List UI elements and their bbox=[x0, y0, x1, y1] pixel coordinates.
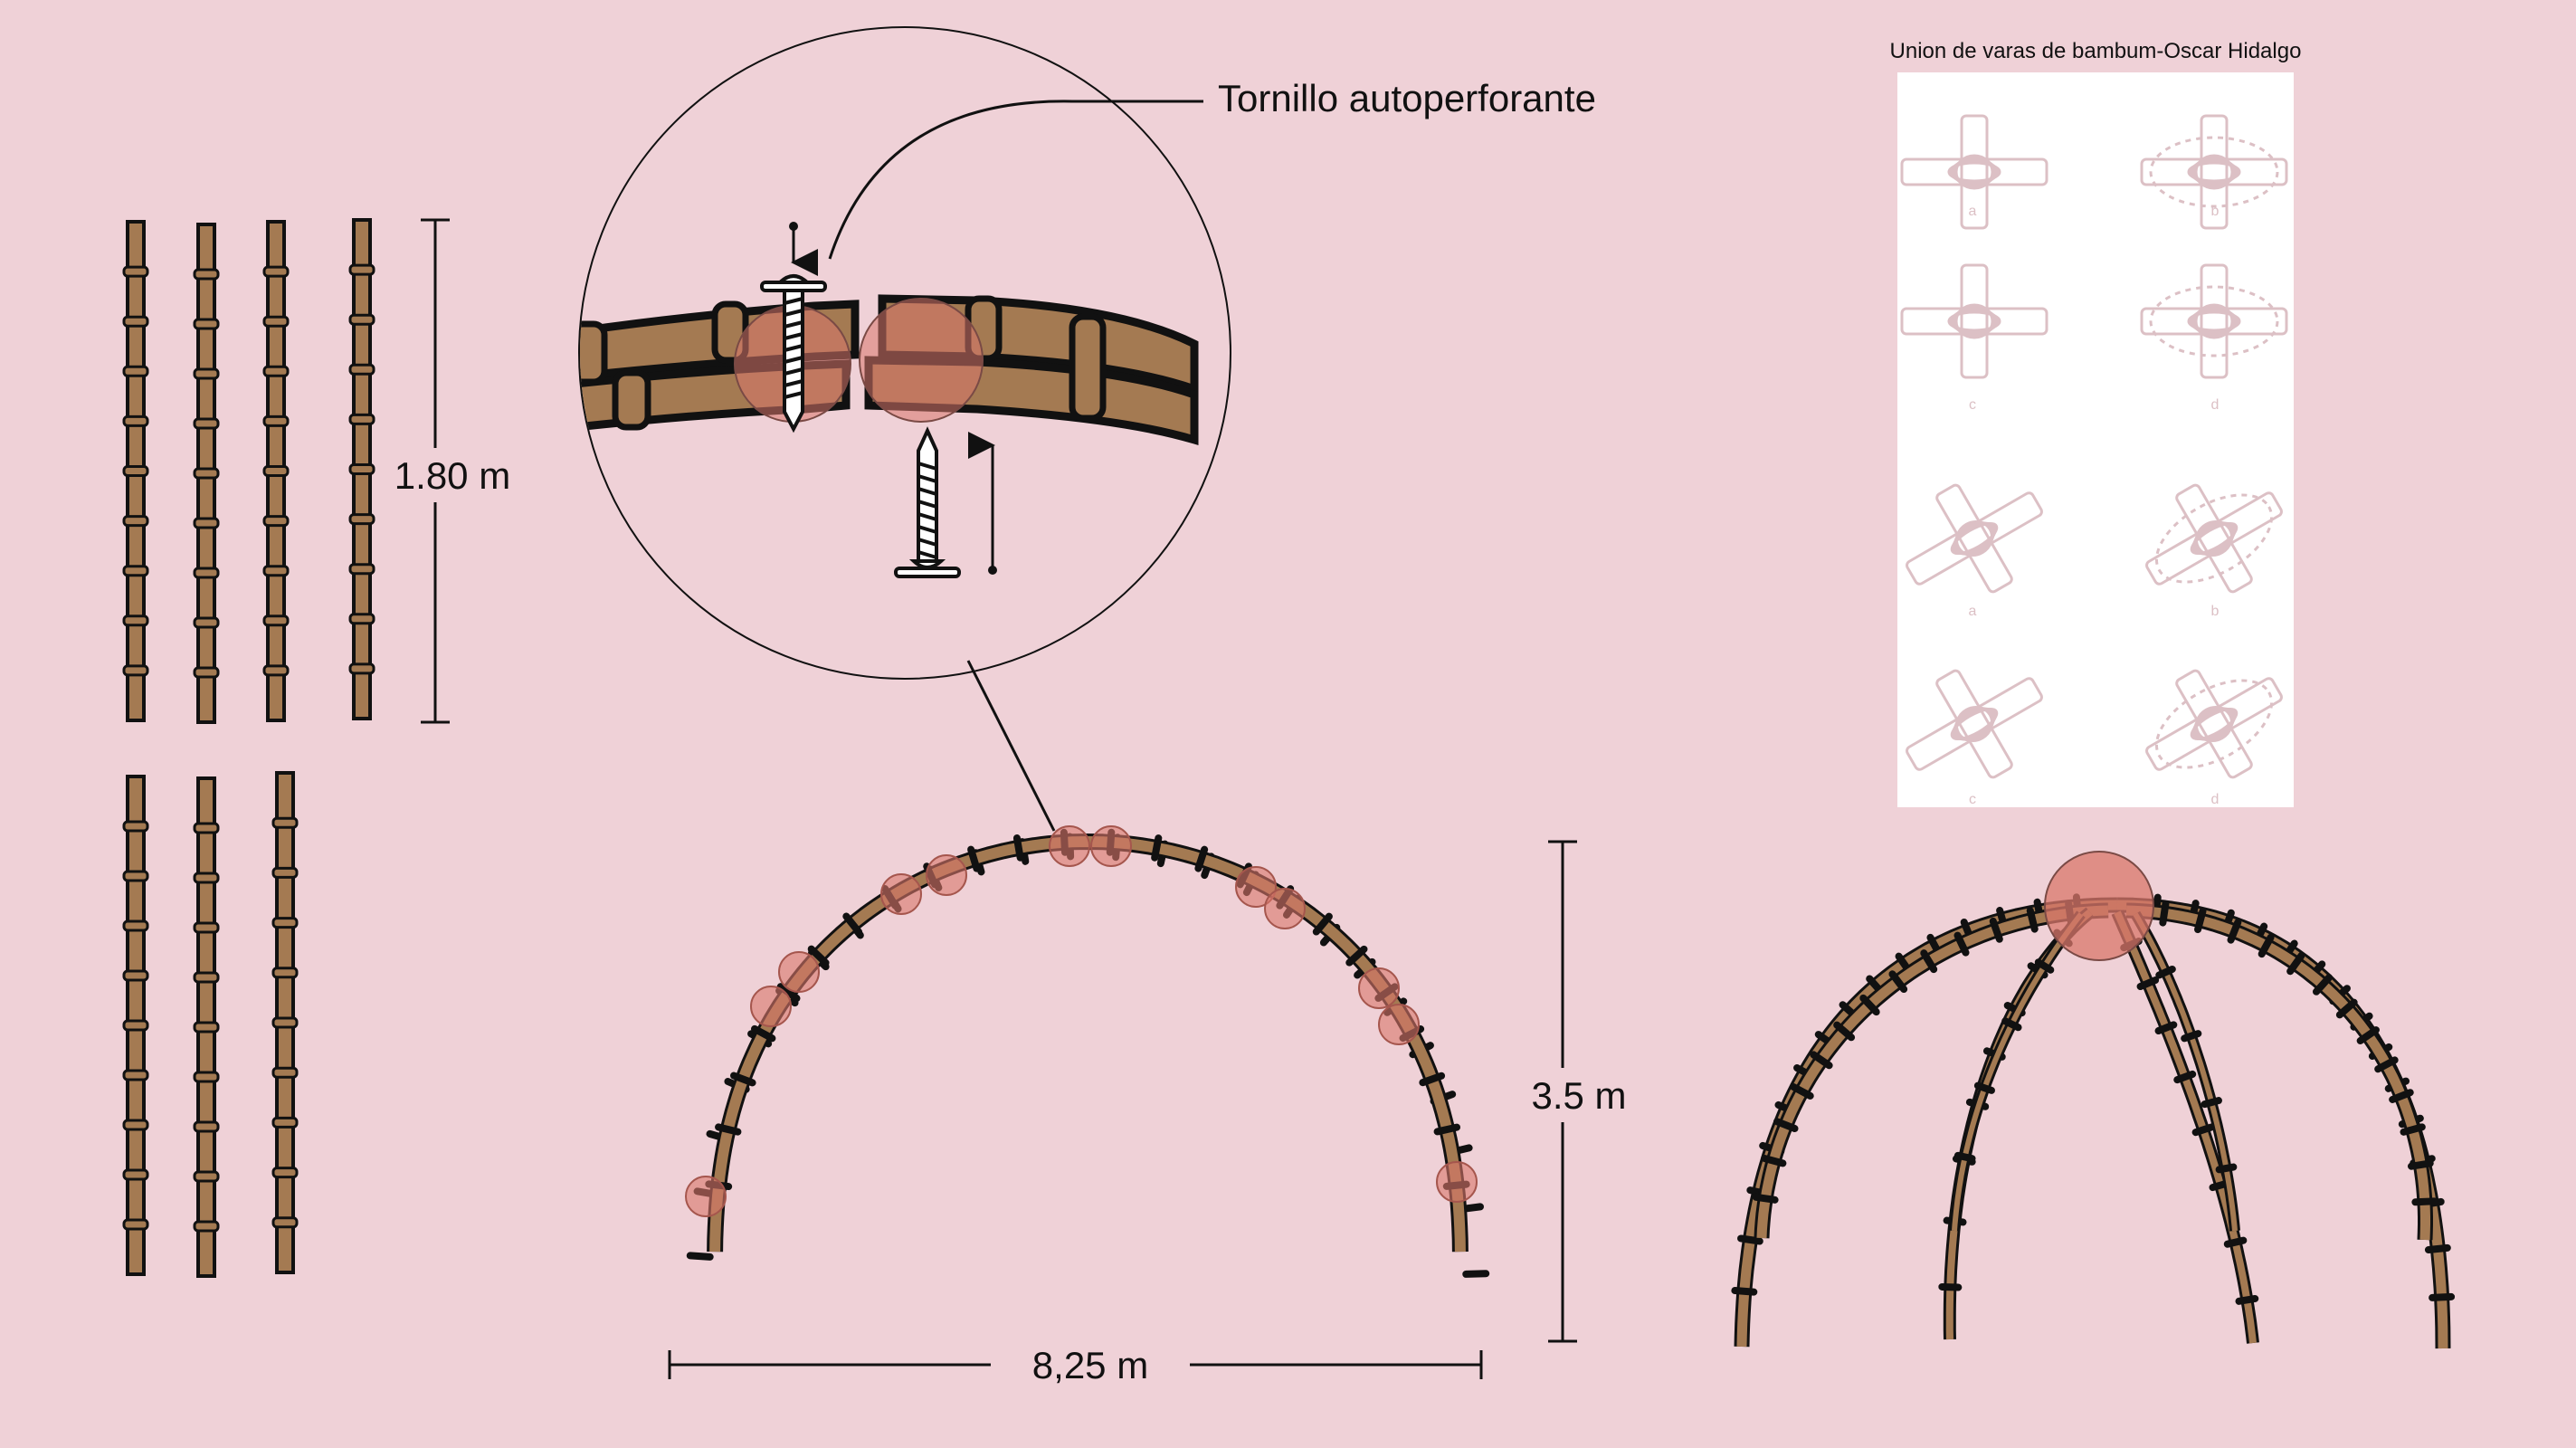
lashing-sketch-2 bbox=[2140, 114, 2288, 230]
magnified-bamboo-joint bbox=[580, 294, 1199, 446]
lashing-caption-6: b bbox=[2211, 604, 2220, 619]
dome-rod-back-right bbox=[2130, 910, 2240, 1232]
bamboo-rod-4 bbox=[348, 218, 375, 720]
dome-rod-front-right bbox=[2111, 910, 2259, 1344]
lashing-caption-3: c bbox=[1969, 397, 1976, 413]
arch-joint-3 bbox=[880, 873, 922, 915]
arch-inner-rod bbox=[705, 828, 1470, 1253]
arch-joint-4 bbox=[926, 854, 967, 896]
arch-span-label: 8,25 m bbox=[1032, 1344, 1148, 1386]
lashing-caption-1: a bbox=[1969, 204, 1977, 219]
arch-span-dimension: 8,25 m bbox=[668, 1339, 1483, 1394]
bamboo-rod-2 bbox=[193, 223, 220, 724]
arch-outer-rod bbox=[690, 836, 1490, 1278]
arch-joint-10 bbox=[1358, 967, 1400, 1009]
reference-title: Union de varas de bambum-Oscar Hidalgo bbox=[1890, 39, 2302, 63]
bamboo-rods-upper-group bbox=[122, 218, 375, 724]
arch-joint-12 bbox=[1436, 1161, 1478, 1203]
lashing-caption-2: b bbox=[2211, 204, 2220, 219]
arch-height-label: 3.5 m bbox=[1531, 1074, 1626, 1117]
dome-rod-back-left bbox=[1949, 910, 2086, 1232]
lashing-caption-4: d bbox=[2211, 397, 2220, 413]
lashing-caption-7: c bbox=[1969, 792, 1976, 807]
lashing-captions: a b c d a b c d bbox=[1969, 204, 2220, 807]
dome-apex-joint bbox=[2044, 851, 2154, 961]
bamboo-rod-5 bbox=[122, 775, 149, 1276]
dome-rod-left-inner bbox=[1752, 900, 2109, 1239]
arch-joint-6 bbox=[750, 986, 792, 1027]
lashing-sketch-8 bbox=[2145, 669, 2283, 779]
lashing-sketch-6 bbox=[2145, 483, 2283, 594]
dome-rod-front-left bbox=[1938, 907, 2095, 1340]
arch-joint-7 bbox=[685, 1176, 727, 1217]
arch-joint-11 bbox=[1378, 1004, 1420, 1045]
lashing-sketch-5 bbox=[1906, 483, 2043, 594]
lashing-sketch-7 bbox=[1906, 669, 2043, 779]
bamboo-dome-frame bbox=[1731, 851, 2456, 1349]
lashing-sketch-1 bbox=[1900, 114, 2048, 230]
dome-rod-right-inner bbox=[2125, 900, 2438, 1241]
lashing-sketches bbox=[1900, 114, 2288, 779]
lashing-caption-8: d bbox=[2211, 792, 2220, 807]
bamboo-rod-3 bbox=[262, 220, 290, 722]
lashing-caption-5: a bbox=[1969, 604, 1977, 619]
arch-height-dimension: 3.5 m bbox=[1520, 840, 1629, 1343]
bamboo-arch bbox=[685, 825, 1490, 1278]
rod-length-label: 1.80 m bbox=[394, 454, 510, 497]
bamboo-rod-1 bbox=[122, 220, 149, 722]
lashing-reference-panel: Union de varas de bambum-Oscar Hidalgo a… bbox=[1890, 39, 2302, 807]
arch-joint-2 bbox=[1090, 825, 1132, 867]
screw-callout-label: Tornillo autoperforante bbox=[1218, 77, 1596, 119]
self-drilling-screw-inserted bbox=[760, 222, 827, 433]
rod-length-dimension: 1.80 m bbox=[389, 218, 516, 724]
self-drilling-screw-loose bbox=[894, 426, 997, 578]
lashing-sketch-4 bbox=[2140, 263, 2288, 379]
bamboo-rod-6 bbox=[193, 776, 220, 1278]
arch-joint-9 bbox=[1264, 888, 1306, 929]
arch-joint-5 bbox=[778, 951, 820, 993]
arch-joint-1 bbox=[1049, 825, 1090, 867]
lashing-sketch-3 bbox=[1900, 263, 2048, 379]
arch-joint-8 bbox=[1235, 866, 1277, 908]
bamboo-rods-lower-group bbox=[122, 771, 299, 1278]
bamboo-rod-7 bbox=[271, 771, 299, 1274]
joint-detail-magnifier: Tornillo autoperforante bbox=[578, 26, 1596, 832]
